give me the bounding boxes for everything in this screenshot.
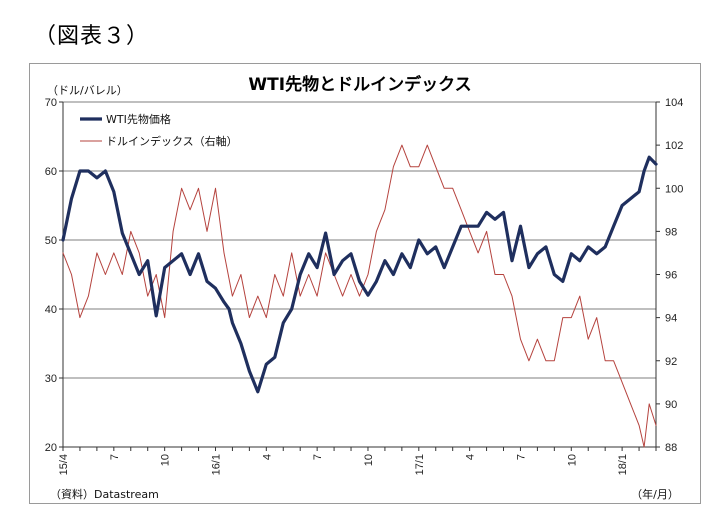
legend-label-wti: WTI先物価格 <box>106 112 171 126</box>
y-left-tick-label: 50 <box>45 235 57 247</box>
x-tick-label: 18/1 <box>617 454 629 475</box>
y-right-tick-label: 104 <box>665 97 683 109</box>
y-right-tick-label: 92 <box>665 356 677 368</box>
gridlines <box>63 101 656 379</box>
y-left-tick-label: 40 <box>45 304 57 316</box>
x-tick-label: 4 <box>261 454 273 460</box>
y-right-tick-label: 94 <box>665 313 677 325</box>
y-right-tick-label: 100 <box>665 183 683 195</box>
y-right-tick-label: 96 <box>665 270 677 282</box>
x-tick-label: 7 <box>515 454 527 460</box>
left-axis-unit: （ドル/バレル） <box>47 84 128 97</box>
y-right-tick-label: 102 <box>665 140 683 152</box>
figure-label: （図表３） <box>34 24 150 49</box>
y-right-tick-label: 88 <box>665 442 677 454</box>
x-tick-label: 15/4 <box>58 454 70 475</box>
x-tick-label: 4 <box>465 454 477 460</box>
x-tick-label: 16/1 <box>210 454 222 475</box>
y-right-tick-label: 98 <box>665 226 677 238</box>
source-note: （資料）Datastream <box>50 487 159 501</box>
x-tick-label: 7 <box>109 454 121 460</box>
x-tick-label: 7 <box>312 454 324 460</box>
y-left-tick-label: 30 <box>45 373 57 385</box>
x-tick-label: 17/1 <box>414 454 426 475</box>
y-right-tick-label: 90 <box>665 399 677 411</box>
series-line-wti <box>61 155 658 394</box>
y-left-tick-label: 70 <box>45 97 57 109</box>
x-tick-label: 10 <box>363 454 375 466</box>
series-lines <box>61 144 658 448</box>
y-left-tick-label: 20 <box>45 442 57 454</box>
x-tick-label: 10 <box>566 454 578 466</box>
legend-label-dollar-index: ドルインデックス（右軸） <box>106 134 238 148</box>
chart-frame <box>29 63 701 504</box>
chart-title: WTI先物とドルインデックス <box>248 74 471 95</box>
x-tick-label: 10 <box>160 454 172 466</box>
x-axis-unit: （年/月） <box>631 487 679 501</box>
y-left-tick-label: 60 <box>45 166 57 178</box>
